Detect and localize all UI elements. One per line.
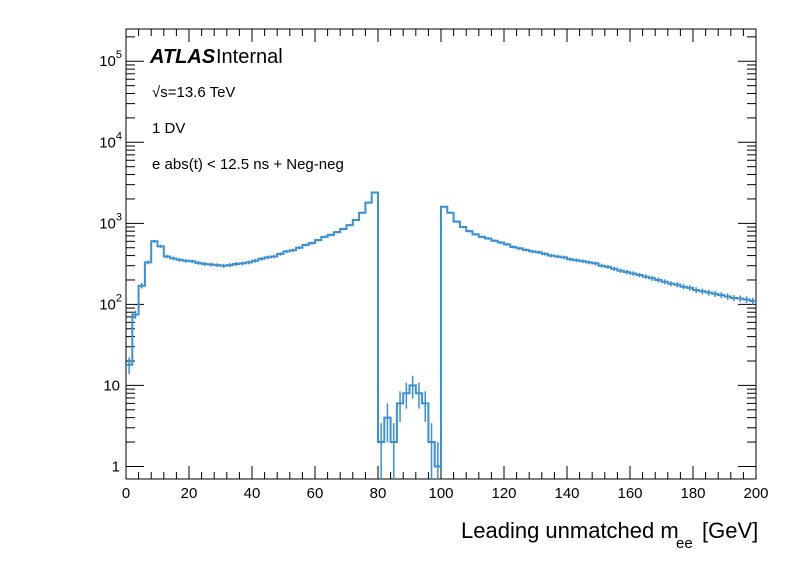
x-tick-label: 160 bbox=[617, 485, 642, 502]
x-tick-label: 60 bbox=[307, 485, 324, 502]
x-tick-label: 120 bbox=[491, 485, 516, 502]
y-tick-label: 104 bbox=[99, 130, 122, 151]
x-axis-title: Leading unmatched m bbox=[461, 518, 679, 543]
internal-label: Internal bbox=[216, 46, 283, 68]
x-axis-title-unit: [GeV] bbox=[702, 518, 758, 543]
x-axis-ticks: 0 20 40 60 80 100 120 140 160 180 200 bbox=[122, 29, 769, 502]
y-axis-ticks: 1 10 102 103 104 105 bbox=[99, 36, 756, 475]
annotation-dv: 1 DV bbox=[152, 120, 185, 137]
x-tick-label: 0 bbox=[122, 485, 130, 502]
x-tick-label: 180 bbox=[680, 485, 705, 502]
histogram-series bbox=[126, 191, 756, 479]
x-axis-title-subscript: ee bbox=[676, 535, 693, 552]
atlas-label: ATLAS bbox=[149, 46, 216, 68]
y-tick-label: 103 bbox=[99, 211, 122, 232]
x-tick-label: 80 bbox=[370, 485, 387, 502]
annotation-energy: √s=13.6 TeV bbox=[152, 84, 235, 101]
y-tick-label: 10 bbox=[103, 377, 120, 394]
annotation-selection: e abs(t) < 12.5 ns + Neg-neg bbox=[152, 156, 344, 173]
y-tick-label: 105 bbox=[99, 49, 122, 70]
histogram-line bbox=[126, 191, 756, 468]
x-tick-label: 40 bbox=[244, 485, 261, 502]
x-tick-label: 200 bbox=[743, 485, 768, 502]
x-tick-label: 100 bbox=[428, 485, 453, 502]
x-tick-label: 140 bbox=[554, 485, 579, 502]
x-tick-label: 20 bbox=[181, 485, 198, 502]
y-tick-label: 102 bbox=[99, 292, 122, 313]
y-tick-label: 1 bbox=[112, 458, 120, 475]
